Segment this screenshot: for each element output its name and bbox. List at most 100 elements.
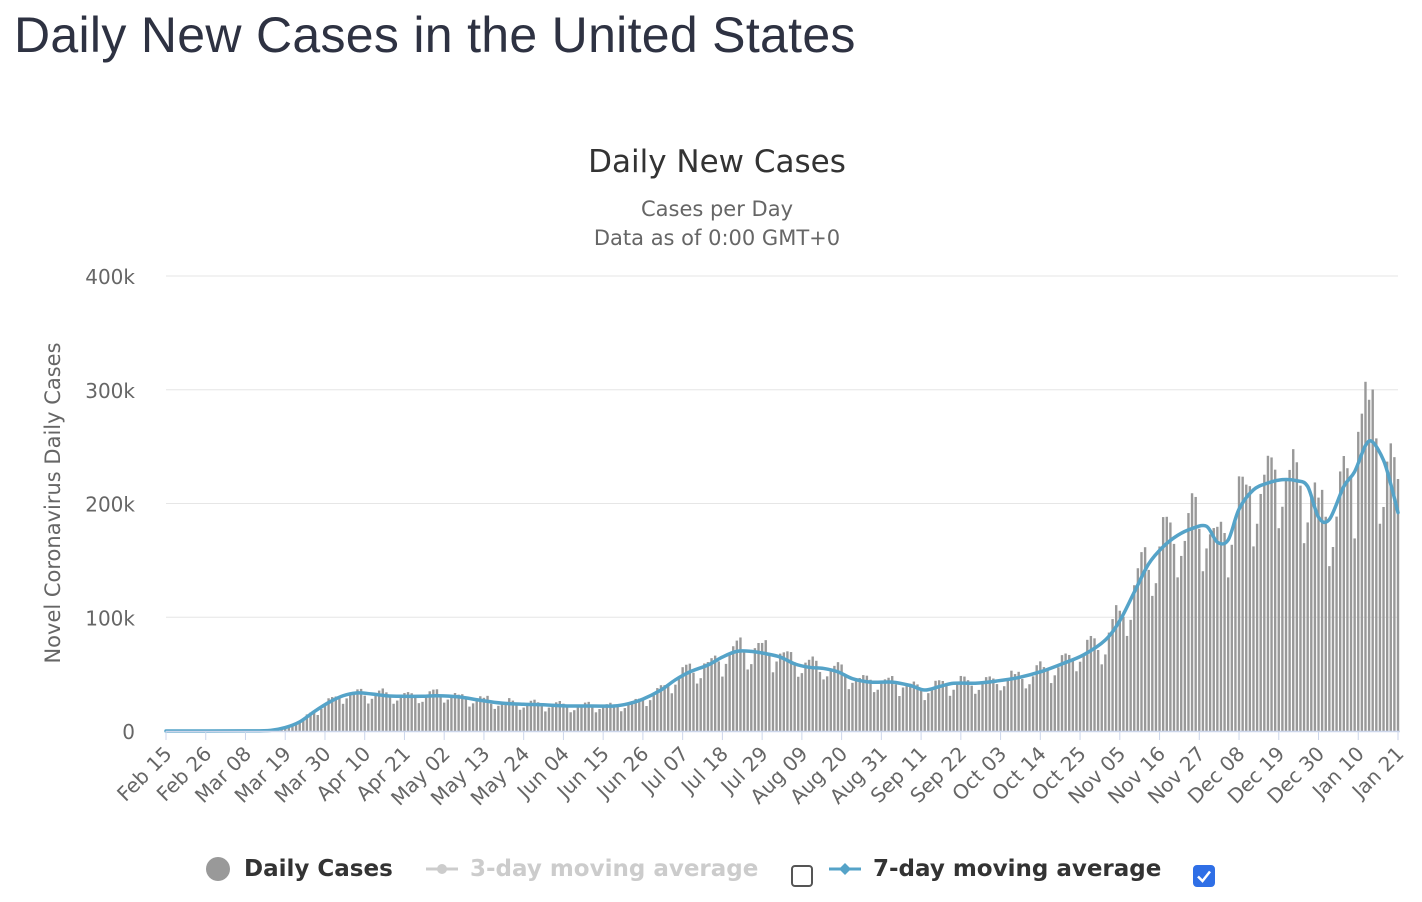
y-tick-label: 0: [122, 720, 135, 744]
daily-case-bar: [1031, 676, 1035, 731]
daily-case-bar: [291, 726, 294, 731]
daily-case-bar: [638, 698, 641, 731]
daily-case-bar: [482, 697, 486, 731]
daily-case-bar: [934, 680, 937, 731]
daily-case-bar: [854, 677, 858, 731]
daily-case-bar: [1212, 528, 1215, 731]
daily-case-bar: [789, 652, 793, 731]
daily-case-bar: [1114, 605, 1118, 731]
daily-case-bar: [1371, 389, 1374, 731]
avg3-checkbox[interactable]: [791, 865, 813, 887]
daily-case-bar: [1320, 489, 1324, 731]
daily-case-bar: [923, 700, 926, 731]
daily-case-bar: [446, 699, 450, 731]
daily-cases-dot-icon: [206, 857, 230, 881]
daily-case-bar: [797, 676, 800, 731]
daily-case-bar: [887, 677, 890, 731]
daily-case-bar: [1161, 517, 1165, 731]
daily-case-bar: [1129, 619, 1132, 731]
legend-7day-average[interactable]: 7-day moving average: [829, 856, 1161, 882]
daily-case-bar: [988, 676, 991, 731]
daily-case-bar: [323, 705, 327, 731]
daily-case-bar: [439, 694, 442, 731]
chart-title: Daily New Cases: [588, 144, 846, 180]
chart-subtitle-1: Cases per Day: [641, 197, 793, 221]
daily-case-bar: [374, 693, 377, 731]
daily-case-bar: [778, 653, 782, 731]
daily-case-bar: [583, 702, 587, 731]
daily-case-bar: [363, 695, 366, 731]
daily-case-bar: [1100, 664, 1103, 731]
daily-case-bar: [533, 699, 536, 731]
daily-case-bar: [1364, 381, 1367, 731]
daily-case-bar: [381, 688, 384, 731]
daily-case-bar: [312, 712, 316, 731]
daily-case-bar: [710, 658, 713, 731]
daily-case-bar: [703, 663, 706, 731]
daily-case-bar: [1118, 610, 1122, 731]
daily-case-bar: [558, 701, 562, 731]
daily-case-bar: [1176, 577, 1179, 731]
daily-case-bar: [706, 662, 710, 731]
daily-case-bar: [1046, 669, 1049, 731]
daily-case-bar: [825, 676, 829, 731]
daily-case-bar: [1259, 493, 1262, 731]
daily-case-bar: [750, 664, 753, 731]
daily-case-bar: [883, 679, 887, 731]
daily-case-bar: [1140, 552, 1143, 731]
daily-case-bar: [732, 646, 735, 731]
daily-case-bar: [782, 652, 786, 731]
daily-case-bar: [880, 681, 883, 731]
daily-case-bar: [403, 693, 406, 731]
daily-case-bar: [919, 688, 923, 731]
daily-case-bar: [1057, 667, 1060, 731]
daily-case-bar: [508, 698, 511, 731]
daily-case-bar: [836, 662, 840, 731]
daily-case-bar: [1187, 513, 1190, 731]
daily-case-bar: [833, 665, 836, 731]
daily-case-bar: [406, 692, 410, 731]
daily-case-bar: [479, 696, 482, 731]
daily-case-bar: [1086, 639, 1089, 731]
daily-case-bar: [688, 663, 692, 731]
daily-case-bar: [1201, 571, 1205, 731]
daily-case-bar: [717, 661, 720, 731]
daily-case-bar: [515, 702, 518, 731]
checkmark-icon: [1197, 870, 1211, 883]
daily-case-bar: [1252, 546, 1255, 731]
daily-case-bar: [1035, 665, 1038, 731]
daily-case-bar: [457, 694, 460, 731]
daily-case-bar: [1292, 449, 1295, 731]
daily-case-bar: [453, 693, 457, 731]
daily-case-bars: [172, 381, 1400, 731]
y-axis-title: Novel Coronavirus Daily Cases: [41, 342, 65, 663]
daily-case-bar: [1013, 674, 1017, 731]
avg7-checkbox[interactable]: [1193, 865, 1215, 887]
legend-3day-average[interactable]: 3-day moving average: [426, 856, 758, 882]
daily-case-bar: [330, 697, 334, 731]
daily-case-bar: [338, 697, 341, 731]
daily-case-bar: [912, 681, 916, 731]
avg7-line: [164, 439, 1400, 733]
legend-daily-cases[interactable]: Daily Cases: [206, 856, 393, 882]
daily-case-bar: [1010, 670, 1013, 731]
daily-case-bar: [536, 702, 540, 731]
daily-case-bar: [905, 684, 908, 731]
daily-case-bar: [656, 688, 659, 731]
daily-case-bar: [601, 707, 605, 731]
daily-case-bar: [815, 660, 818, 731]
daily-case-bar: [1039, 661, 1042, 731]
daily-case-bar: [894, 684, 898, 731]
daily-case-bar: [316, 714, 319, 731]
daily-case-bar: [504, 702, 507, 731]
daily-case-bar: [1226, 577, 1230, 731]
daily-case-bar: [753, 648, 757, 731]
daily-case-bar: [674, 684, 677, 731]
daily-case-bar: [493, 708, 496, 731]
page-title: Daily New Cases in the United States: [14, 7, 856, 63]
daily-case-bar: [1078, 661, 1082, 731]
daily-case-bar: [1017, 671, 1020, 731]
daily-case-bar: [916, 684, 919, 731]
daily-case-bar: [685, 664, 688, 731]
